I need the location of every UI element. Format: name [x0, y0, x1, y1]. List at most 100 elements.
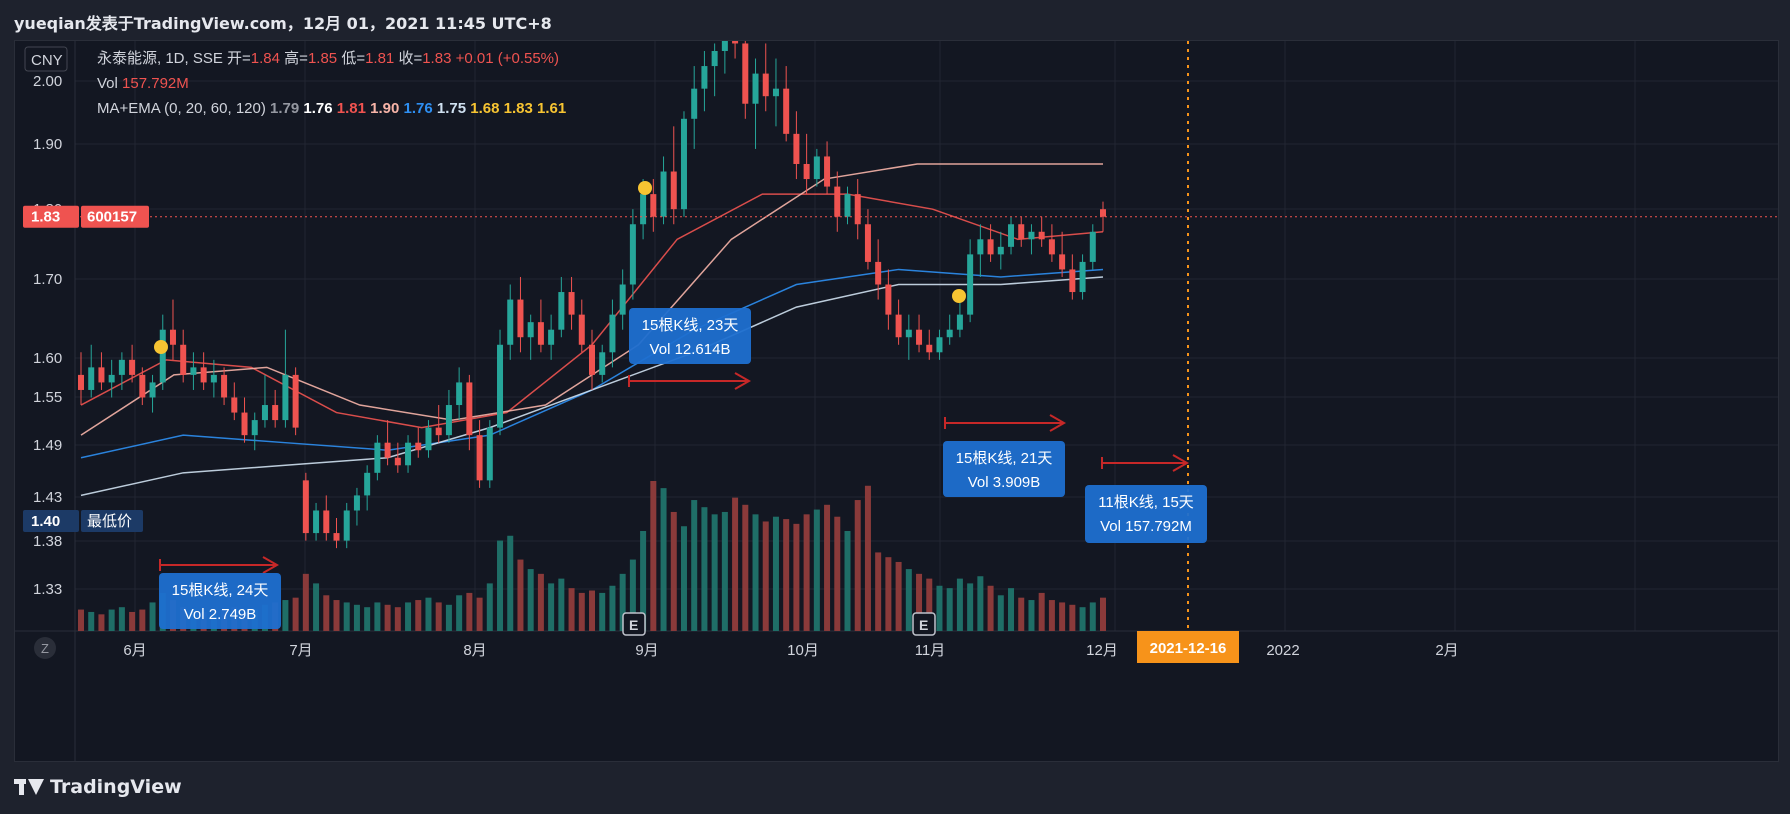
y-tick-label: 2.00	[33, 73, 62, 90]
currency-box	[24, 46, 68, 72]
volume-bar	[88, 611, 95, 631]
price-tag-code: 600157	[87, 209, 137, 226]
candle-body	[364, 472, 371, 496]
x-tick-label: 7月	[289, 642, 312, 659]
candle-body	[1048, 239, 1055, 255]
candle-body	[108, 374, 115, 383]
candle-body	[353, 495, 360, 511]
earnings-marker	[912, 612, 936, 636]
currency-label: CNY	[31, 52, 63, 69]
candle-body	[292, 374, 299, 428]
candle-body	[813, 156, 820, 180]
candle-body	[435, 427, 442, 436]
candle-body	[762, 73, 769, 97]
candle-body	[936, 337, 943, 353]
volume-bar	[619, 573, 626, 631]
volume-bar	[394, 607, 401, 631]
x-tick-label: 2022	[1266, 642, 1299, 659]
low-tag-value: 1.40	[31, 513, 60, 530]
candle-body	[425, 427, 432, 451]
candle-body	[691, 88, 698, 119]
candle-body	[895, 314, 902, 338]
candle-body	[977, 239, 984, 255]
volume-bar	[149, 602, 156, 631]
volume-bar	[456, 595, 463, 631]
volume-bar	[629, 559, 636, 631]
candle-body	[1018, 224, 1025, 240]
candle-body	[200, 367, 207, 383]
signal-dot	[952, 289, 966, 303]
y-tick-label: 1.90	[33, 136, 62, 153]
candle-body	[343, 510, 350, 541]
y-tick-label: 1.43	[33, 489, 62, 506]
x-tick-label: 11月	[915, 642, 946, 659]
y-tick-label: 1.33	[33, 581, 62, 598]
candle-body	[497, 344, 504, 428]
candle-body	[742, 43, 749, 104]
volume-bar	[78, 609, 84, 631]
volume-bar	[292, 597, 299, 631]
candle-body	[384, 442, 391, 458]
volume-bar	[885, 557, 892, 631]
volume-bar	[905, 569, 912, 631]
volume-bar	[670, 511, 677, 631]
low-tag-box	[23, 510, 79, 532]
volume-bar	[752, 514, 759, 631]
volume-bar	[405, 602, 412, 631]
volume-bar	[466, 592, 473, 631]
volume-bar	[864, 485, 871, 631]
volume-bar	[824, 504, 831, 631]
volume-bar	[926, 578, 933, 631]
volume-bar	[364, 607, 371, 631]
measure-arrow-head	[734, 372, 752, 390]
volume-bar	[956, 578, 963, 631]
candle-body	[169, 329, 176, 345]
candle-body	[394, 457, 401, 466]
chart-panel[interactable]: 2.001.901.801.701.601.551.491.431.381.33…	[14, 40, 1779, 762]
x-tick-label: 2月	[1435, 642, 1458, 659]
price-code-box	[81, 205, 149, 228]
volume-bar	[445, 604, 452, 631]
candle-body	[721, 41, 728, 51]
volume-bar	[486, 583, 493, 631]
candle-body	[129, 359, 136, 375]
candle-body	[333, 533, 340, 541]
volume-bar	[527, 569, 534, 631]
measure-box-volume: Vol 2.749B	[184, 606, 257, 623]
candle-body	[650, 194, 657, 217]
volume-bar	[1069, 604, 1076, 631]
low-label-box	[81, 510, 143, 532]
x-tick-label: 9月	[635, 642, 658, 659]
candle-body	[1008, 224, 1015, 247]
candle-body	[537, 322, 544, 345]
candle-body	[732, 41, 739, 44]
candle-body	[88, 367, 95, 390]
candle-body	[578, 314, 585, 345]
candle-body	[987, 239, 994, 255]
candle-body	[640, 194, 647, 225]
volume-bar	[374, 602, 381, 631]
volume-bar	[548, 583, 555, 631]
candle-body	[1028, 231, 1035, 240]
earnings-marker-label: E	[919, 617, 928, 633]
earnings-marker-label: E	[629, 617, 638, 633]
candle-body	[261, 405, 268, 421]
candle-body	[946, 329, 953, 338]
earnings-marker	[622, 612, 646, 636]
volume-bar	[640, 531, 647, 631]
candle-body	[834, 186, 841, 217]
candle-body	[864, 224, 871, 262]
volume-bar	[507, 535, 514, 631]
candle-body	[844, 194, 851, 217]
y-tick-label: 1.38	[33, 533, 62, 550]
legend-symbol-line: 永泰能源, 1D, SSE 开=1.84 高=1.85 低=1.81 收=1.8…	[97, 50, 559, 67]
candle-body	[139, 374, 146, 398]
volume-bar	[98, 614, 105, 631]
volume-bar	[282, 600, 289, 631]
volume-bar	[1089, 602, 1096, 631]
candlestick-chart[interactable]: 2.001.901.801.701.601.551.491.431.381.33…	[15, 41, 1778, 761]
volume-bar	[415, 600, 422, 631]
volume-bar	[589, 590, 595, 631]
volume-bar	[609, 585, 616, 631]
candle-body	[783, 88, 790, 134]
